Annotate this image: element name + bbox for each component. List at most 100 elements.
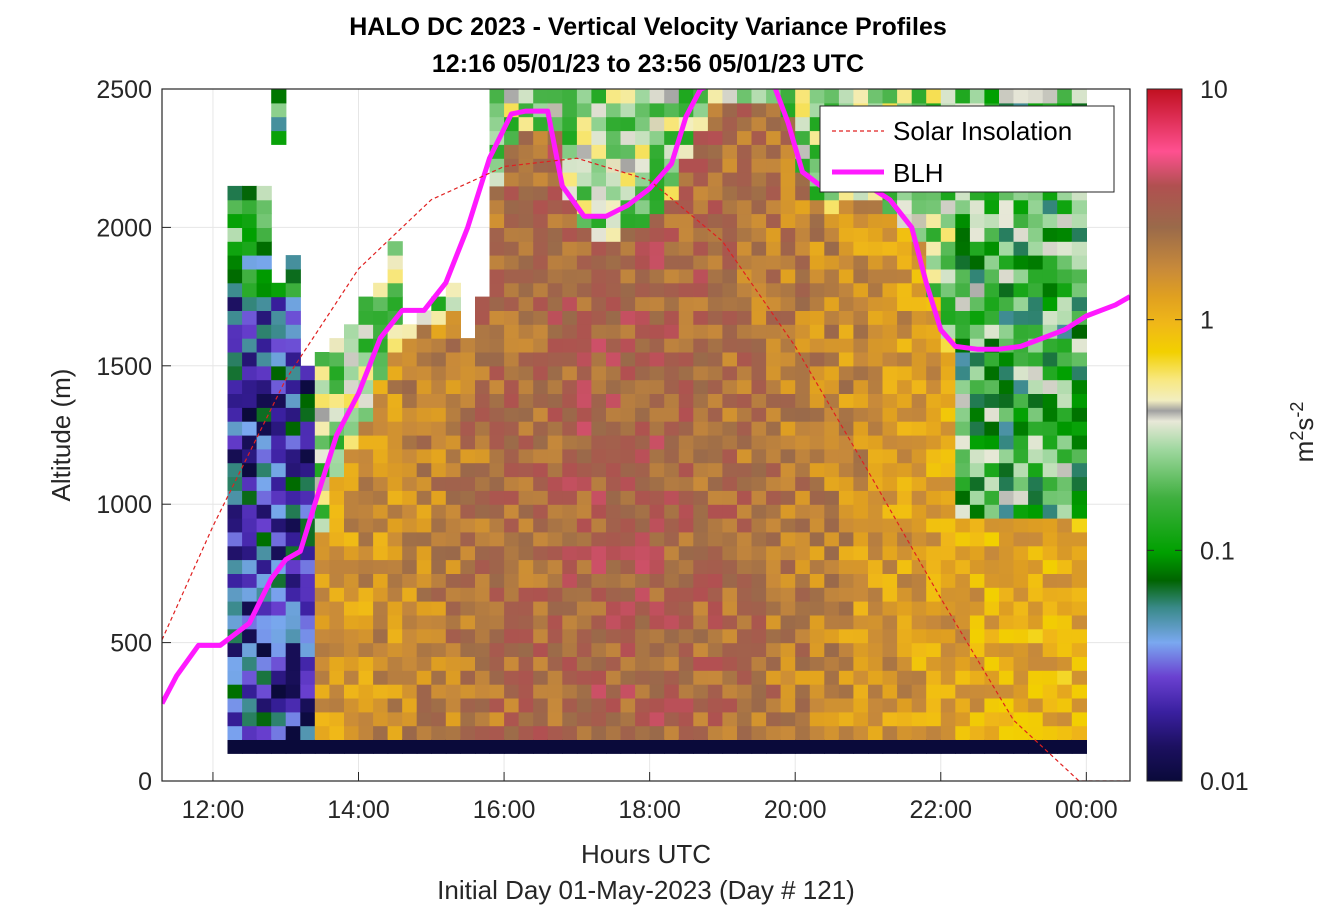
heatmap-cell xyxy=(824,545,840,561)
heatmap-cell xyxy=(795,365,811,381)
heatmap-cell xyxy=(1071,227,1087,242)
heatmap-cell xyxy=(838,573,855,588)
heatmap-cell xyxy=(780,711,796,727)
heatmap-cell xyxy=(897,504,913,519)
y-axis-label: Altitude (m) xyxy=(46,369,76,502)
chart-subtitle: 12:16 05/01/23 to 23:56 05/01/23 UTC xyxy=(432,50,864,78)
heatmap-cell xyxy=(562,448,578,464)
heatmap-cell xyxy=(926,518,942,533)
heatmap-cell xyxy=(285,725,301,740)
heatmap-cell xyxy=(664,614,680,630)
heatmap-cell xyxy=(547,185,563,201)
heatmap-cell xyxy=(751,504,767,519)
heatmap-cell xyxy=(373,282,389,298)
heatmap-cell xyxy=(722,711,738,727)
heatmap-cell xyxy=(882,656,898,671)
heatmap-cell xyxy=(795,310,811,325)
heatmap-cell xyxy=(1042,241,1058,256)
heatmap-cell xyxy=(838,199,855,215)
heatmap-cell xyxy=(256,711,272,727)
heatmap-cell xyxy=(955,268,971,284)
heatmap-cell xyxy=(955,227,971,242)
heatmap-cell xyxy=(751,296,767,311)
heatmap-cell xyxy=(576,628,593,644)
heatmap-cell xyxy=(707,698,724,713)
heatmap-cell xyxy=(707,421,724,436)
heatmap-cell xyxy=(635,338,651,353)
heatmap-cell xyxy=(344,601,360,616)
heatmap-cell xyxy=(562,241,578,256)
heatmap-cell xyxy=(416,504,432,519)
heatmap-cell xyxy=(795,573,811,588)
heatmap-cell xyxy=(329,407,345,422)
heatmap-cell xyxy=(1028,352,1044,367)
heatmap-cell xyxy=(984,628,1000,644)
heatmap-cell xyxy=(868,642,884,657)
heatmap-cell xyxy=(431,670,447,685)
heatmap-cell xyxy=(402,504,418,519)
heatmap-cell xyxy=(431,725,447,740)
heatmap-cell xyxy=(591,435,607,450)
heatmap-cell xyxy=(955,698,971,713)
heatmap-cell xyxy=(926,504,942,519)
heatmap-cell xyxy=(940,227,956,242)
heatmap-cell xyxy=(809,711,825,727)
heatmap-cell xyxy=(824,421,840,436)
heatmap-cell xyxy=(431,352,447,367)
heatmap-cell xyxy=(620,587,636,602)
heatmap-cell xyxy=(678,365,694,381)
heatmap-cell xyxy=(868,310,884,325)
heatmap-cell xyxy=(606,365,622,381)
heatmap-cell xyxy=(635,698,651,713)
heatmap-cell xyxy=(562,352,578,367)
heatmap-cell xyxy=(445,462,461,478)
heatmap-cell xyxy=(780,698,796,713)
heatmap-cell xyxy=(576,89,593,104)
heatmap-cell xyxy=(838,296,855,311)
heatmap-cell xyxy=(969,476,986,491)
heatmap-cell xyxy=(838,628,855,644)
heatmap-cell xyxy=(809,656,825,671)
heatmap-cell xyxy=(576,448,593,464)
heatmap-cell xyxy=(751,462,767,478)
heatmap-cell xyxy=(722,324,738,339)
heatmap-cell xyxy=(1071,476,1087,491)
heatmap-cell xyxy=(344,338,360,353)
heatmap-cell xyxy=(504,393,520,408)
heatmap-cell xyxy=(1071,241,1087,256)
heatmap-cell xyxy=(969,448,986,464)
heatmap-cell xyxy=(926,352,942,367)
heatmap-cell xyxy=(242,365,258,381)
heatmap-cell xyxy=(387,241,403,256)
heatmap-cell xyxy=(591,89,607,104)
heatmap-cell xyxy=(664,241,680,256)
heatmap-cell xyxy=(431,739,447,754)
heatmap-cell xyxy=(329,545,345,561)
heatmap-cell xyxy=(999,365,1015,381)
heatmap-cell xyxy=(868,255,884,270)
heatmap-cell xyxy=(693,102,709,118)
heatmap-cell xyxy=(766,296,782,311)
colorbar-label: m2s-2 xyxy=(1287,402,1319,463)
heatmap-cell xyxy=(693,545,709,561)
heatmap-cell xyxy=(853,379,869,394)
heatmap-cell xyxy=(358,573,374,588)
heatmap-cell xyxy=(489,435,505,450)
heatmap-cell xyxy=(838,614,855,630)
heatmap-cell xyxy=(897,573,913,588)
heatmap-cell xyxy=(314,448,330,464)
heatmap-cell xyxy=(460,725,476,740)
heatmap-cell xyxy=(576,296,593,311)
heatmap-cell xyxy=(853,407,869,422)
heatmap-cell xyxy=(868,448,884,464)
heatmap-cell xyxy=(329,614,345,630)
heatmap-cell xyxy=(868,324,884,339)
heatmap-cell xyxy=(635,268,651,284)
heatmap-cell xyxy=(445,601,461,616)
heatmap-cell xyxy=(984,448,1000,464)
heatmap-cell xyxy=(882,545,898,561)
heatmap-cell xyxy=(445,642,461,657)
heatmap-cell xyxy=(984,310,1000,325)
heatmap-cell xyxy=(824,282,840,298)
heatmap-cell xyxy=(227,587,243,602)
